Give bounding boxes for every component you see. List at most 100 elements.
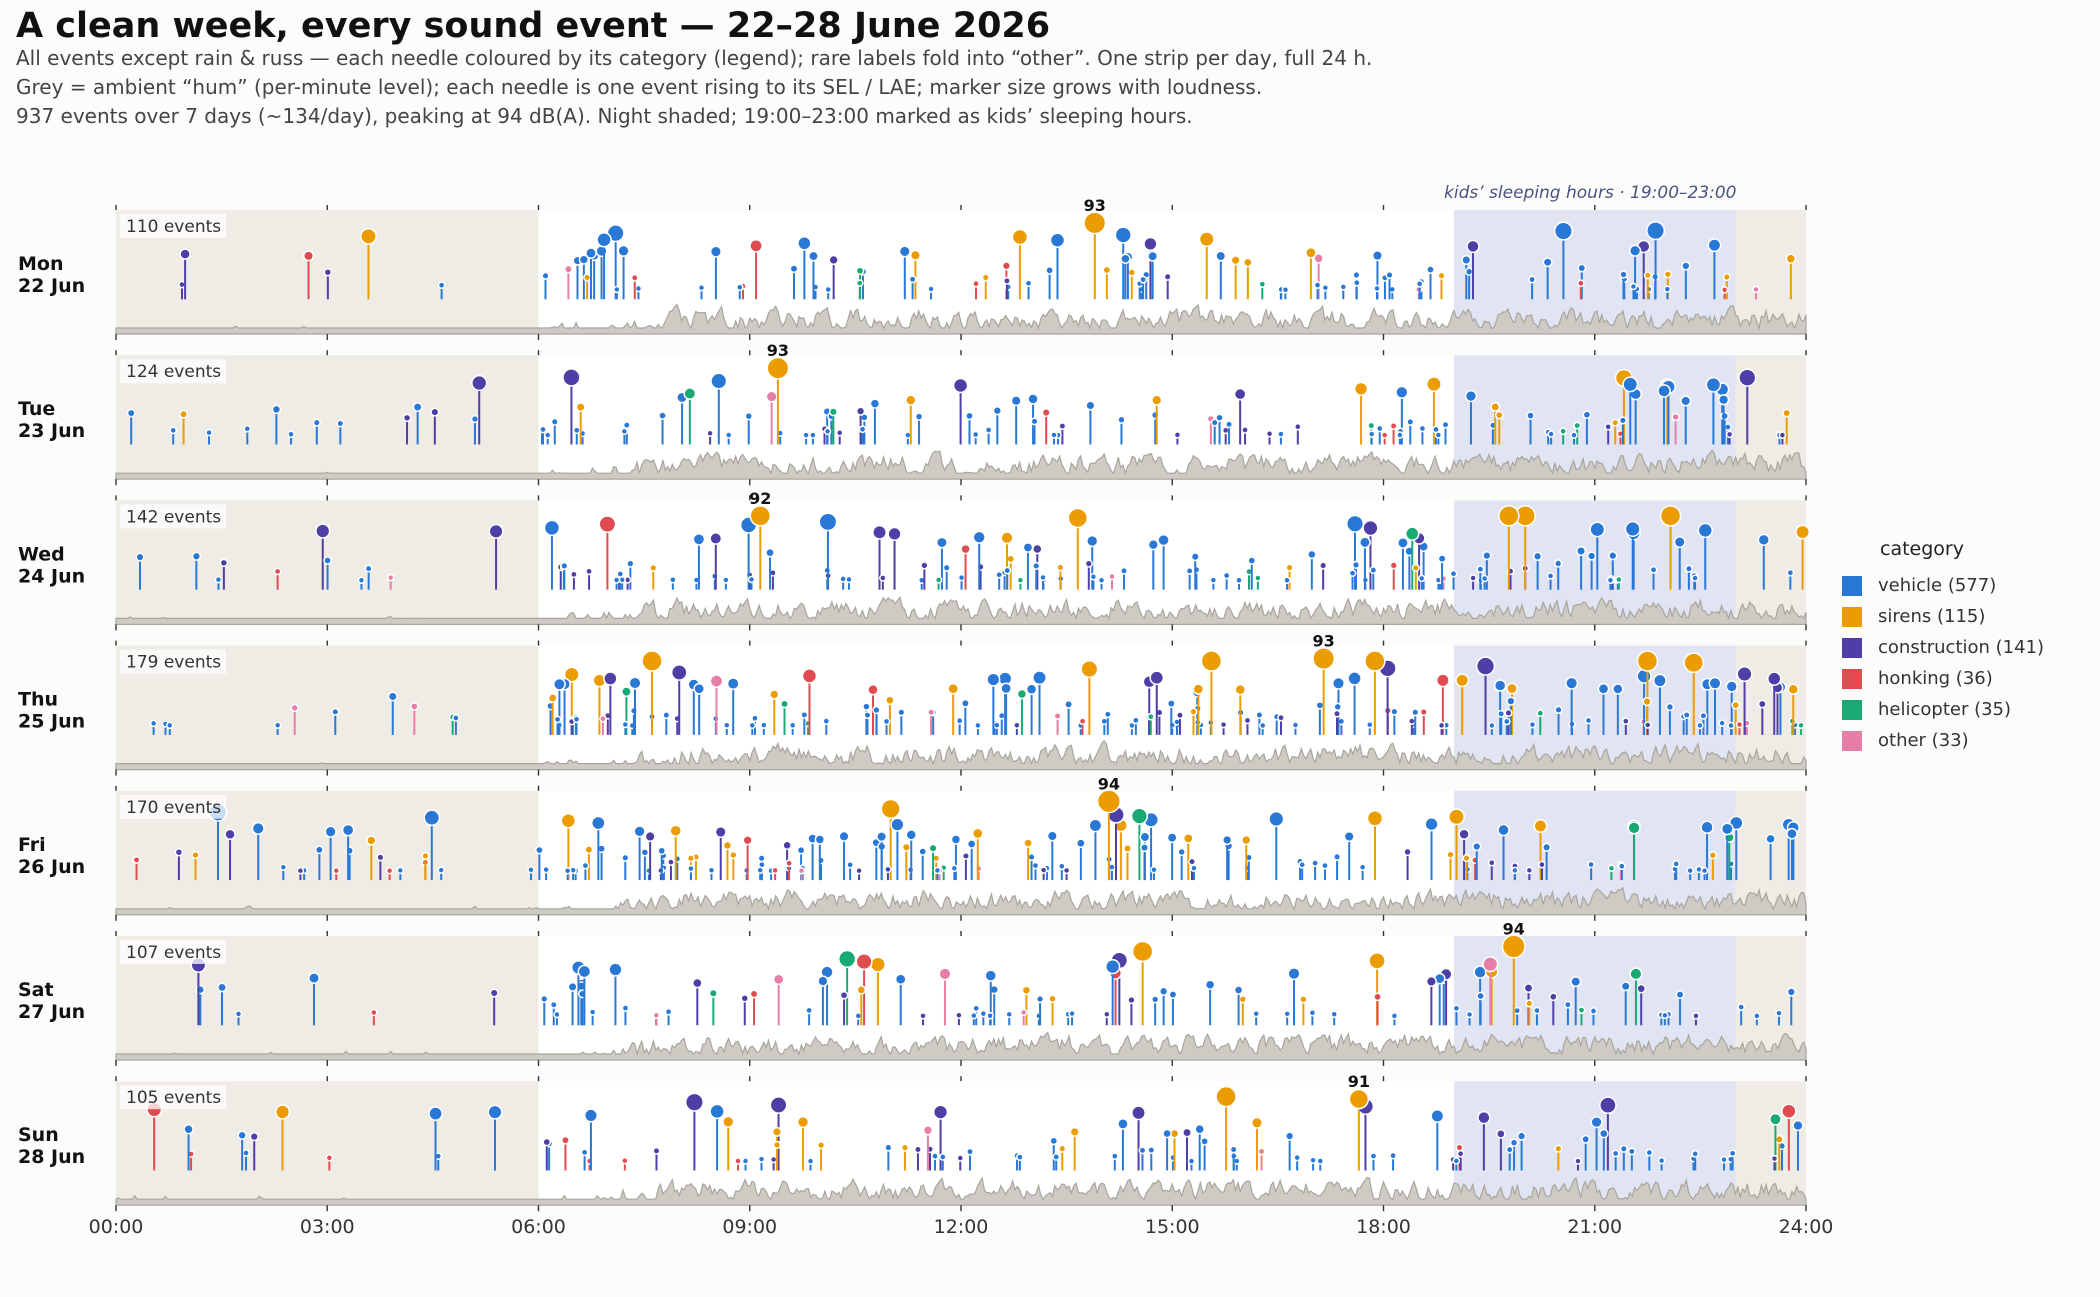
event-marker [553,715,562,724]
event-marker [1120,253,1131,264]
event-marker [684,1092,704,1112]
event-marker [1189,707,1198,716]
event-marker [1049,232,1066,249]
event-marker [279,863,288,871]
event-marker [993,721,1001,729]
event-marker [876,831,888,843]
event-marker [1097,576,1106,585]
event-marker [1718,719,1726,727]
event-marker [1258,721,1267,730]
event-marker [1353,381,1369,397]
event-marker [1482,956,1499,973]
event-marker [1150,865,1158,874]
event-marker [1509,1138,1519,1147]
event-marker [1283,576,1291,584]
legend-swatch [1842,575,1862,596]
event-marker [1389,561,1398,570]
event-marker [1797,721,1805,730]
event-marker [174,847,184,857]
event-marker [1395,385,1409,399]
event-marker [667,858,675,866]
event-marker [1069,1126,1080,1137]
subtitle-line-1: All events except rain & russ — each nee… [16,46,1373,70]
event-marker [722,840,733,851]
x-tick-label: 06:00 [511,1216,566,1238]
event-marker [1475,656,1496,676]
event-marker [1403,847,1412,857]
event-marker [560,1135,570,1145]
event-marker [714,825,727,839]
event-marker [622,421,631,430]
event-marker [957,573,966,582]
event-marker [1006,554,1016,564]
event-marker [1675,990,1685,1000]
peak-label: 91 [1348,1072,1370,1091]
event-marker [931,1152,939,1160]
event-marker [540,994,549,1004]
event-marker [867,683,879,696]
event-marker [1406,417,1415,426]
event-marker [919,1012,927,1020]
event-marker [1373,284,1381,293]
event-marker [249,1131,259,1142]
event-marker [550,417,559,426]
event-marker [1368,952,1386,970]
event-marker [1132,716,1140,725]
event-marker [1032,543,1043,555]
event-marker [808,250,819,262]
event-marker [543,431,552,439]
legend-item-helicopter: helicopter (35) [1842,694,2092,725]
event-marker [620,427,629,436]
event-marker [290,703,299,713]
event-marker [687,864,695,873]
event-marker [1464,267,1474,276]
event-marker [1547,430,1555,438]
event-count-box [120,214,226,238]
event-marker [553,1010,561,1019]
event-marker [1166,699,1176,709]
event-marker [1419,708,1428,717]
event-marker [386,573,395,582]
event-marker [296,866,305,875]
event-marker [1243,257,1253,268]
event-marker [1682,711,1691,719]
event-marker [1000,682,1012,695]
event-marker [1312,647,1336,671]
day-weekday-label: Sat [18,979,54,1001]
event-marker [1158,986,1169,996]
event-marker [789,264,799,274]
event-marker [1139,275,1148,284]
event-marker [1367,430,1376,438]
event-marker [1461,254,1472,266]
event-marker [884,865,892,874]
event-marker [644,830,656,843]
event-marker [1737,1003,1746,1011]
event-marker [470,414,480,424]
event-marker [986,672,1001,687]
event-marker [1182,832,1194,844]
event-marker [1692,1012,1700,1020]
event-marker [1570,976,1582,988]
event-marker [1096,789,1121,814]
event-marker [1618,416,1627,425]
event-marker [1696,721,1704,730]
event-marker [1062,866,1071,875]
event-marker [409,702,419,711]
event-marker [366,835,377,846]
event-marker [1182,1127,1192,1138]
day-date-label: 27 Jun [18,1001,85,1023]
event-marker [1496,1129,1506,1139]
event-marker [1686,866,1694,875]
event-marker [1736,665,1753,683]
event-marker [1230,255,1241,266]
event-marker [224,828,236,841]
legend: category vehicle (577) sirens (115) constr… [1842,538,2092,756]
event-marker [543,519,561,537]
event-marker [1528,275,1537,284]
event-marker [1232,1157,1241,1165]
event-marker [452,714,460,722]
event-marker [828,407,838,417]
event-marker [950,864,959,873]
peak-label: 92 [749,489,771,508]
event-marker [1786,568,1795,577]
